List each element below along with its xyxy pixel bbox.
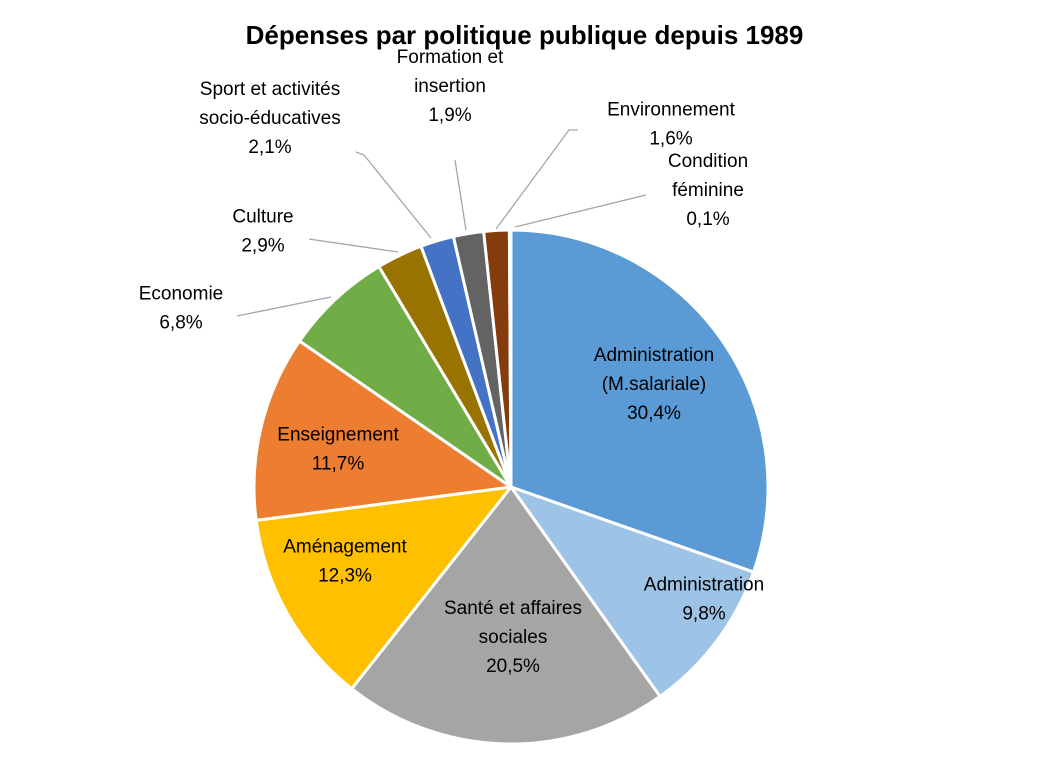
slice-category-label: Administration bbox=[594, 345, 714, 366]
slice-value-label: 2,1% bbox=[248, 137, 291, 158]
pie-slice-sante-et-affaires-sociales bbox=[350, 485, 662, 746]
leader-line-formation-et-insertion bbox=[454, 159, 467, 231]
slice-category-label: Aménagement bbox=[283, 537, 407, 558]
slice-category-label: Formation et bbox=[397, 47, 504, 68]
slice-value-label: 2,9% bbox=[241, 236, 284, 257]
pie-slice-economie bbox=[297, 265, 513, 489]
leader-line-economie bbox=[236, 296, 332, 317]
slice-label-formation-et-insertion: Formation et insertion 1,9% bbox=[397, 47, 504, 126]
slice-value-label: 1,6% bbox=[649, 129, 692, 150]
pie-slice-enseignement bbox=[252, 339, 513, 522]
slice-category-label: (M.salariale) bbox=[602, 374, 707, 395]
pie-slice-amenagement bbox=[254, 485, 513, 691]
slice-category-label: insertion bbox=[414, 76, 486, 97]
slice-category-label: Condition bbox=[668, 151, 748, 172]
slice-category-label: Enseignement bbox=[277, 425, 399, 446]
slice-category-label: Santé et affaires bbox=[444, 598, 582, 619]
slice-label-sante-et-affaires-sociales: Santé et affaires sociales 20,5% bbox=[444, 598, 582, 677]
leader-line-culture bbox=[308, 238, 399, 253]
slice-category-label: sociales bbox=[479, 627, 548, 648]
leader-line-condition-feminine bbox=[514, 194, 647, 228]
slice-value-label: 11,7% bbox=[312, 454, 365, 475]
pie-slice-administration-m-salariale bbox=[509, 228, 770, 574]
slice-label-sport-et-activites-socio-educatives: Sport et activités socio-éducatives 2,1% bbox=[199, 79, 341, 158]
slice-label-economie: Economie 6,8% bbox=[139, 284, 224, 334]
slice-label-enseignement: Enseignement 11,7% bbox=[277, 425, 399, 475]
slice-category-label: Administration bbox=[644, 575, 764, 596]
slice-value-label: 30,4% bbox=[627, 403, 681, 424]
slice-value-label: 0,1% bbox=[686, 209, 729, 230]
pie-slice-condition-feminine bbox=[507, 228, 513, 489]
slice-value-label: 6,8% bbox=[159, 313, 202, 334]
slice-category-label: féminine bbox=[672, 180, 744, 201]
slice-category-label: Environnement bbox=[607, 100, 736, 121]
slice-category-label: Culture bbox=[232, 207, 293, 228]
slice-label-culture: Culture 2,9% bbox=[232, 207, 293, 257]
slice-value-label: 20,5% bbox=[486, 656, 540, 677]
slice-value-label: 9,8% bbox=[682, 604, 725, 625]
slice-label-amenagement: Aménagement 12,3% bbox=[283, 537, 407, 587]
slice-category-label: Sport et activités bbox=[200, 79, 340, 100]
leader-line-environnement bbox=[495, 129, 578, 230]
slice-label-administration-m-salariale: Administration (M.salariale) 30,4% bbox=[594, 345, 714, 424]
slice-label-condition-feminine: Condition féminine 0,1% bbox=[668, 151, 748, 230]
slice-value-label: 1,9% bbox=[428, 105, 471, 126]
slice-value-label: 12,3% bbox=[318, 566, 372, 587]
leader-line-sport-et-activites-socio-educatives bbox=[355, 151, 432, 239]
slice-category-label: Economie bbox=[139, 284, 224, 305]
pie-slice-administration-general bbox=[509, 485, 756, 698]
chart-title: Dépenses par politique publique depuis 1… bbox=[245, 20, 804, 50]
slice-label-environnement: Environnement 1,6% bbox=[607, 100, 736, 150]
slice-label-administration-general: Administration 9,8% bbox=[644, 575, 764, 625]
slice-category-label: socio-éducatives bbox=[199, 108, 341, 129]
